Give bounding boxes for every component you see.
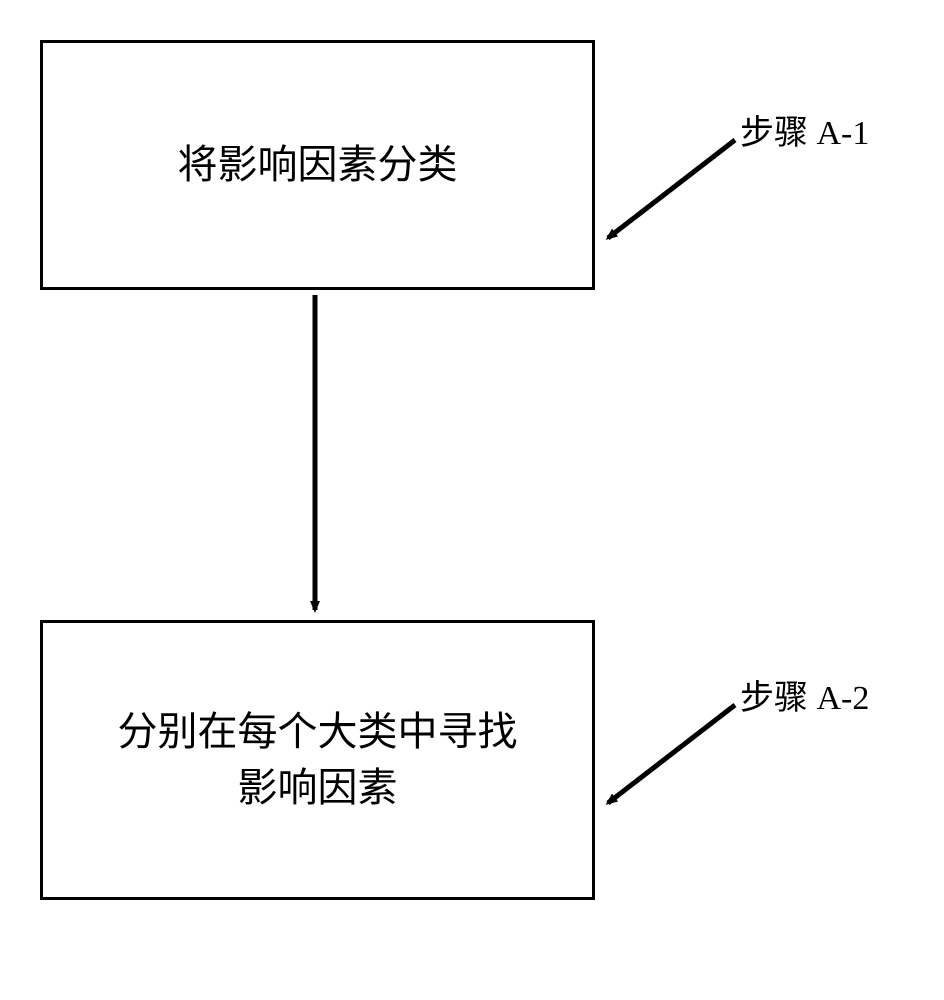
step-label-2: 步骤 A-2 [740,670,869,719]
box-1-text: 将影响因素分类 [178,137,458,193]
flowchart-box-1: 将影响因素分类 [40,40,595,290]
box-2-text: 分别在每个大类中寻找影响因素 [118,704,518,816]
step-label-1: 步骤 A-1 [740,105,869,154]
flowchart-box-2: 分别在每个大类中寻找影响因素 [40,620,595,900]
label-1-arrow [608,140,735,238]
label-2-arrow [608,705,735,803]
